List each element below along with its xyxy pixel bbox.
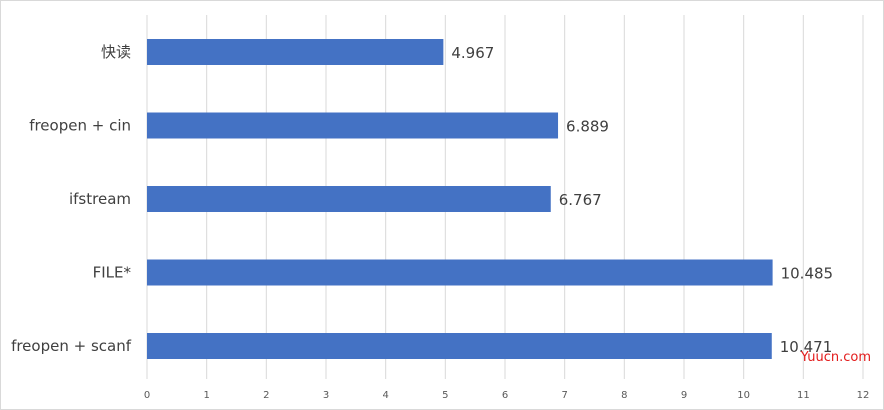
- x-tick-label-6: 6: [502, 390, 508, 401]
- x-tick-label-2: 2: [263, 390, 269, 401]
- bar-0: [147, 39, 444, 65]
- x-tick-label-0: 0: [144, 390, 150, 401]
- value-label-0: 4.967: [451, 44, 494, 62]
- x-tick-label-11: 11: [797, 390, 810, 401]
- value-label-3: 10.485: [781, 265, 834, 283]
- category-labels: 快读 freopen + cin ifstream FILE* freopen + sc…: [11, 43, 132, 355]
- x-tick-label-9: 9: [681, 390, 687, 401]
- x-tick-label-4: 4: [382, 390, 388, 401]
- category-label-0: 快读: [101, 43, 131, 61]
- bars: [147, 39, 773, 359]
- x-tick-label-1: 1: [203, 390, 209, 401]
- value-labels: 4.967 6.889 6.767 10.485 10.471: [451, 44, 833, 356]
- x-tick-label-10: 10: [737, 390, 750, 401]
- x-tick-label-3: 3: [323, 390, 329, 401]
- bar-3: [147, 259, 773, 286]
- x-axis-tick-labels: 0 1 2 3 4 5 6 7 8 9 10 11 12: [144, 390, 870, 401]
- bar-1: [147, 112, 559, 139]
- bar-2: [147, 186, 551, 212]
- value-label-4: 10.471: [780, 338, 833, 356]
- category-label-4: freopen + scanf: [11, 337, 132, 355]
- category-label-3: FILE*: [93, 264, 132, 282]
- bar-4: [147, 333, 772, 359]
- x-tick-label-5: 5: [442, 390, 448, 401]
- watermark-text: Yuucn.com: [800, 350, 871, 365]
- x-tick-label-7: 7: [561, 390, 567, 401]
- value-label-2: 6.767: [559, 191, 602, 209]
- category-label-2: ifstream: [69, 190, 131, 208]
- value-label-1: 6.889: [566, 118, 609, 136]
- x-tick-label-12: 12: [857, 390, 870, 401]
- x-tick-label-8: 8: [621, 390, 627, 401]
- category-label-1: freopen + cin: [29, 117, 131, 135]
